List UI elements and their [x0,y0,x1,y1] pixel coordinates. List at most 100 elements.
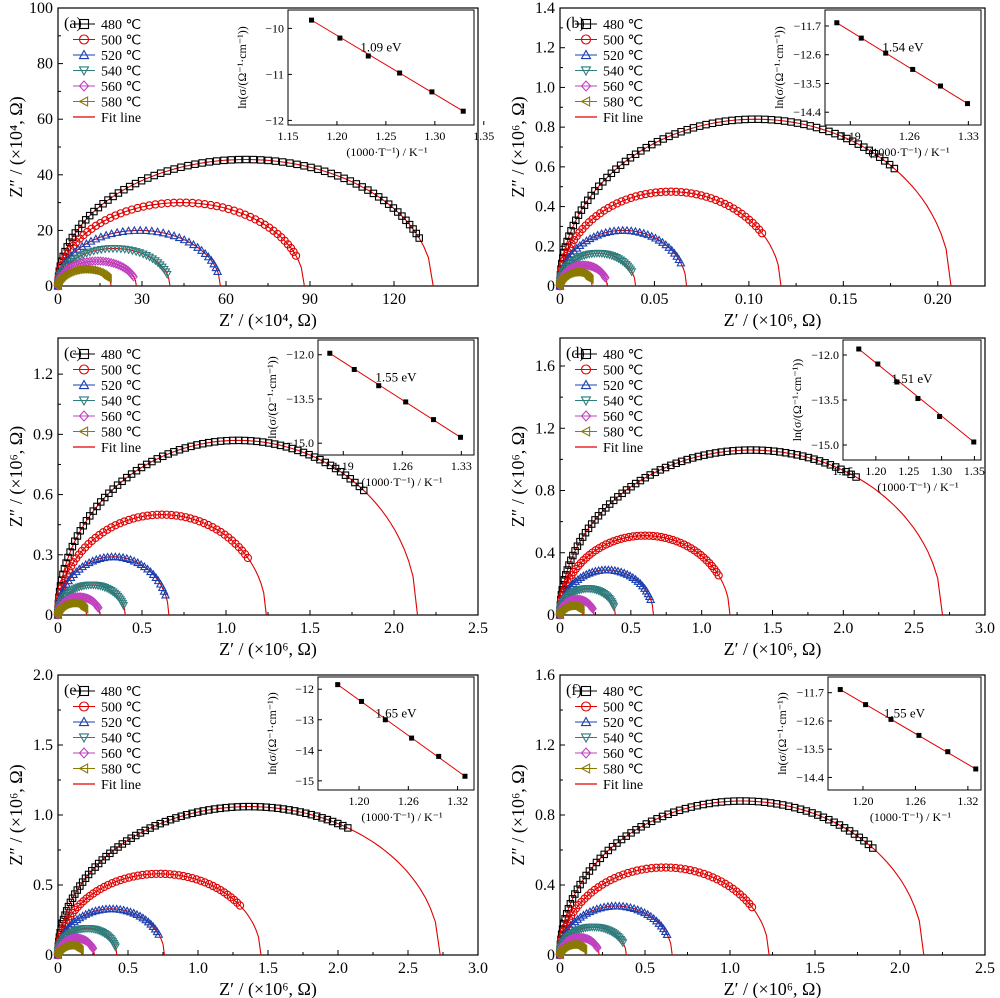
data-point [175,446,184,454]
inset-y-axis-label: ln(σ/(Ω⁻¹·cm⁻¹)) [235,26,249,109]
legend-label: 580 ℃ [603,426,643,441]
legend-entry: 540 ℃ [73,732,141,747]
data-point [138,870,147,880]
data-point [116,875,125,885]
data-point [107,879,117,888]
data-point [162,270,172,280]
data-point [262,803,270,811]
data-point [569,221,578,230]
data-point [232,898,242,907]
data-point [643,230,653,239]
data-point [177,163,185,172]
legend-entry: 560 ℃ [575,410,643,425]
data-point [567,919,577,928]
inset-y-tick-label: −15.0 [286,436,314,450]
x-tick-label: 2.5 [398,960,418,977]
data-point [161,817,170,826]
data-point [153,227,163,236]
data-point [607,169,616,178]
data-point [250,802,259,811]
inset-frame [827,676,982,791]
inset-x-axis-label: (1000·T⁻¹) / K⁻¹ [870,810,952,824]
y-tick-label: 1.4 [535,0,555,17]
data-point [384,200,393,208]
inset-x-tick-label: 1.25 [375,129,396,143]
data-point [344,824,352,832]
data-point [725,201,734,211]
data-point [561,243,570,251]
data-point [286,159,294,167]
data-point [608,201,617,210]
data-point [164,450,172,458]
data-point [656,187,665,197]
legend-marker [580,763,591,774]
data-point [591,187,599,195]
data-point [84,557,94,567]
legend-label: 560 ℃ [101,410,141,425]
data-point [587,567,597,576]
inset-x-tick-label: 1.20 [852,794,873,808]
data-point [717,448,726,456]
legend-entry: Fit line [73,111,141,126]
legend-label: Fit line [603,111,643,126]
data-point [571,547,579,555]
legend-marker [78,410,90,422]
x-tick-label: 120 [382,291,406,308]
legend-label: 480 ℃ [101,18,141,33]
data-point [70,927,80,936]
data-point [579,945,588,955]
inset-x-tick-label: 1.30 [424,129,445,143]
data-point [302,809,310,818]
series-3 [555,901,673,959]
data-point [193,242,203,251]
data-point [299,448,308,457]
inset-frame [317,676,475,791]
data-point [222,803,230,812]
data-point [573,914,583,923]
data-point [708,873,717,882]
x-tick-label: 30 [134,291,150,308]
data-point [93,603,103,613]
data-point [890,164,899,173]
inset-data-point [409,735,415,741]
data-point [656,863,666,872]
panel-label: (a) [64,15,82,32]
data-point [614,872,624,881]
chart-panel-b: 0 0.05 0.10 0.15 0.20 0 0.2 0.4 0.6 0.8 1.0 1.2 1.4 Z… [508,0,986,331]
data-point [126,554,136,564]
data-point [233,803,242,811]
series-4 [53,924,120,960]
data-point [240,210,250,219]
x-tick-label: 0 [54,620,62,637]
data-point [581,236,592,245]
data-point [799,452,807,460]
series-6 [53,264,112,291]
inset-x-tick-label: 1.33 [958,129,979,143]
legend-label: 520 ℃ [101,716,141,731]
data-point [814,811,822,819]
inset-x-tick-label: 1.26 [905,794,926,808]
data-point [279,805,288,813]
x-tick-label: 0.15 [829,291,857,308]
data-point [613,255,624,264]
data-point [566,590,576,599]
inset-data-point [856,346,862,352]
legend-marker [580,426,591,437]
y-tick-label: 0.5 [33,877,53,894]
data-point [628,867,637,876]
data-point [622,225,632,234]
data-point [181,444,189,452]
data-point [199,518,209,528]
legend-entry: 580 ℃ [575,96,643,111]
data-point [66,929,76,938]
data-point [153,455,162,463]
inset-data-point [945,749,951,755]
data-point [118,552,128,562]
data-point [647,864,656,873]
data-point [666,863,676,872]
data-point [169,231,179,240]
data-point [831,463,840,471]
data-point [561,915,569,923]
inset-frame [842,339,982,461]
